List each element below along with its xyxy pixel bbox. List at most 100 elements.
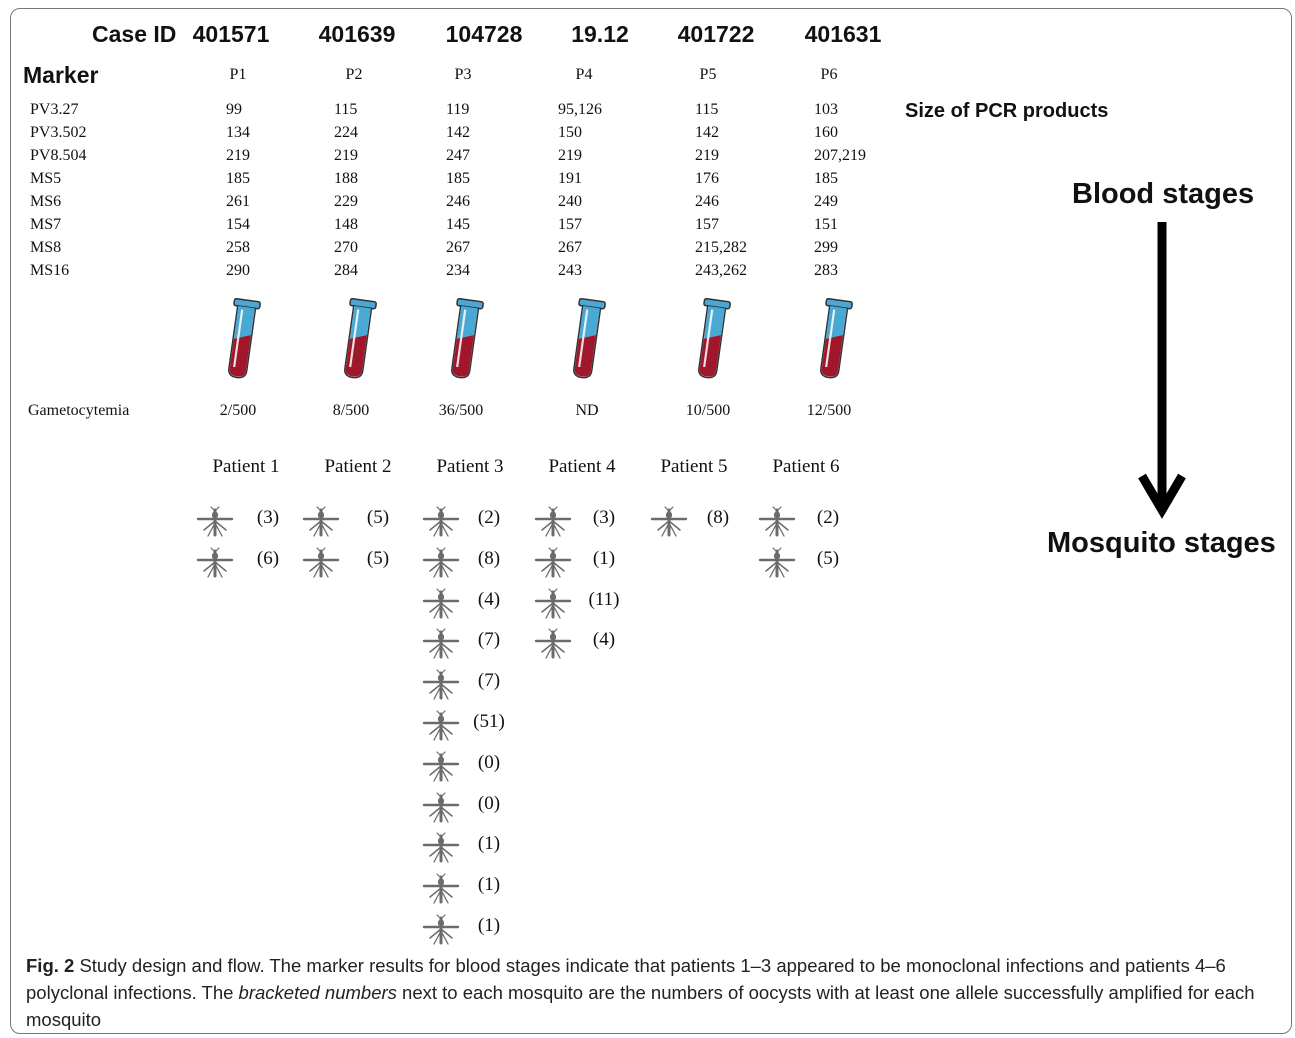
marker-value: 185 bbox=[814, 170, 838, 187]
case-id-4: 19.12 bbox=[571, 21, 629, 47]
mosquito-icon bbox=[422, 791, 460, 823]
marker-value: 224 bbox=[334, 124, 358, 141]
marker-value: 154 bbox=[226, 216, 250, 233]
case-id-5: 401722 bbox=[677, 21, 755, 47]
figure-caption: Fig. 2 Study design and flow. The marker… bbox=[26, 952, 1281, 1033]
marker-value: 176 bbox=[695, 170, 719, 187]
mosquito-icon bbox=[196, 547, 234, 578]
oocyst-count: (0) bbox=[477, 751, 501, 773]
oocyst-count: (7) bbox=[477, 629, 501, 651]
mosquito-icon bbox=[196, 506, 234, 537]
gametocytemia-value-4: ND bbox=[575, 402, 599, 419]
oocyst-count: (1) bbox=[477, 874, 501, 896]
mosquito-icon bbox=[534, 587, 572, 619]
marker-name: MS5 bbox=[30, 170, 62, 187]
mosquito-icon bbox=[422, 628, 460, 660]
marker-value: 207,219 bbox=[814, 147, 866, 164]
marker-value: 219 bbox=[695, 147, 719, 164]
case-id-label: Case ID bbox=[92, 21, 177, 47]
patient-code-5: P5 bbox=[699, 66, 717, 83]
mosquito-icon bbox=[422, 832, 460, 864]
marker-value: 148 bbox=[334, 216, 358, 233]
blood-tube-icon bbox=[573, 298, 606, 379]
oocyst-count: (5) bbox=[366, 507, 390, 528]
blood-stages-label: Blood stages bbox=[1072, 178, 1255, 210]
patient-label-1: Patient 1 bbox=[212, 456, 280, 477]
patient-code-3: P3 bbox=[454, 66, 472, 83]
marker-value: 247 bbox=[446, 147, 470, 164]
marker-value: 119 bbox=[446, 101, 470, 118]
marker-value: 240 bbox=[558, 193, 582, 210]
blood-tube-icon bbox=[344, 298, 377, 379]
marker-name: PV8.504 bbox=[30, 147, 87, 164]
gametocytemia-label: Gametocytemia bbox=[28, 402, 130, 419]
marker-value: 284 bbox=[334, 262, 358, 279]
marker-value: 157 bbox=[558, 216, 582, 233]
patient-code-4: P4 bbox=[575, 66, 593, 83]
marker-value: 299 bbox=[814, 239, 838, 256]
marker-value: 258 bbox=[226, 239, 250, 256]
patient-label-2: Patient 2 bbox=[324, 456, 392, 477]
mosquito-icon bbox=[422, 751, 460, 782]
oocyst-count: (7) bbox=[477, 670, 501, 692]
figure-frame bbox=[10, 8, 1292, 1034]
oocyst-count: (51) bbox=[473, 711, 505, 732]
marker-name: PV3.27 bbox=[30, 101, 79, 118]
oocyst-count: (11) bbox=[588, 588, 620, 610]
marker-value: 246 bbox=[446, 193, 470, 210]
marker-value: 145 bbox=[446, 216, 470, 233]
mosquito-icon bbox=[758, 547, 796, 578]
caption-text-2: next to each mosquito are the numbers of… bbox=[26, 982, 1255, 1030]
mosquito-icon bbox=[534, 506, 572, 537]
marker-value: 219 bbox=[558, 147, 582, 164]
down-arrow-icon bbox=[1138, 222, 1186, 519]
case-id-1: 401571 bbox=[192, 21, 270, 47]
marker-value: 115 bbox=[334, 101, 358, 118]
marker-name: MS6 bbox=[30, 193, 62, 210]
mosquito-stages-label: Mosquito stages bbox=[1047, 527, 1276, 559]
oocyst-count: (1) bbox=[477, 915, 501, 936]
marker-value: 267 bbox=[446, 239, 470, 256]
blood-tube-icon bbox=[451, 298, 484, 379]
oocyst-count: (4) bbox=[477, 588, 501, 610]
marker-value: 267 bbox=[558, 239, 582, 256]
marker-name: MS16 bbox=[30, 262, 70, 279]
marker-value: 243,262 bbox=[695, 262, 747, 279]
marker-value: 157 bbox=[695, 216, 719, 233]
case-id-6: 401631 bbox=[804, 21, 882, 47]
marker-value: 261 bbox=[226, 193, 250, 210]
mosquito-icon bbox=[422, 506, 460, 537]
marker-value: 283 bbox=[814, 262, 838, 279]
marker-value: 150 bbox=[558, 124, 582, 141]
oocyst-count: (3) bbox=[592, 507, 616, 528]
blood-tube-icon bbox=[820, 298, 853, 379]
marker-value: 95,126 bbox=[558, 101, 602, 118]
oocyst-count: (3) bbox=[256, 507, 280, 528]
marker-value: 219 bbox=[226, 147, 250, 164]
mosquito-icon bbox=[650, 506, 688, 537]
oocyst-count: (4) bbox=[592, 629, 616, 651]
oocyst-count: (6) bbox=[256, 547, 280, 569]
case-id-2: 401639 bbox=[318, 21, 396, 47]
gametocytemia-value-2: 8/500 bbox=[332, 402, 370, 419]
oocyst-count: (8) bbox=[706, 507, 730, 528]
oocyst-count: (5) bbox=[816, 547, 840, 569]
mosquito-icon bbox=[534, 628, 572, 660]
mosquito-icon bbox=[422, 914, 460, 945]
mosquito-icon bbox=[422, 710, 460, 741]
marker-value: 134 bbox=[226, 124, 250, 141]
mosquito-icon bbox=[302, 506, 340, 537]
pcr-products-label: Size of PCR products bbox=[905, 100, 1109, 122]
patient-code-1: P1 bbox=[229, 66, 247, 83]
gametocytemia-value-6: 12/500 bbox=[806, 402, 852, 419]
marker-value: 219 bbox=[334, 147, 358, 164]
patient-code-6: P6 bbox=[820, 66, 838, 83]
marker-name: MS8 bbox=[30, 239, 62, 256]
marker-label: Marker bbox=[23, 62, 99, 88]
oocyst-count: (2) bbox=[816, 507, 840, 528]
mosquito-icon bbox=[422, 873, 460, 904]
patient-code-2: P2 bbox=[345, 66, 363, 83]
oocyst-count: (8) bbox=[477, 547, 501, 569]
mosquito-icon bbox=[534, 547, 572, 578]
marker-value: 243 bbox=[558, 262, 582, 279]
